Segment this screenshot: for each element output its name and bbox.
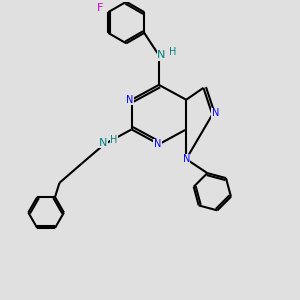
Text: N: N — [126, 95, 134, 105]
Text: N: N — [212, 108, 219, 118]
Text: N: N — [154, 139, 161, 149]
Text: H: H — [110, 135, 118, 145]
Text: N: N — [182, 154, 190, 164]
Text: H: H — [169, 46, 176, 57]
Text: N: N — [157, 50, 166, 60]
Text: N: N — [99, 138, 107, 148]
Text: F: F — [98, 3, 104, 13]
